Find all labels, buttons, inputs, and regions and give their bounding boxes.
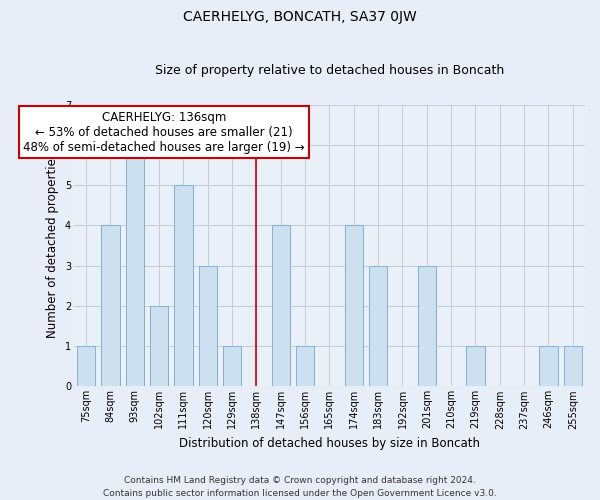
Bar [199,266,217,386]
Title: Size of property relative to detached houses in Boncath: Size of property relative to detached ho… [155,64,504,77]
Bar [344,226,363,386]
Bar [296,346,314,387]
X-axis label: Distribution of detached houses by size in Boncath: Distribution of detached houses by size … [179,437,480,450]
Text: CAERHELYG, BONCATH, SA37 0JW: CAERHELYG, BONCATH, SA37 0JW [183,10,417,24]
Bar [174,185,193,386]
Y-axis label: Number of detached properties: Number of detached properties [46,152,59,338]
Text: Contains HM Land Registry data © Crown copyright and database right 2024.
Contai: Contains HM Land Registry data © Crown c… [103,476,497,498]
Text: CAERHELYG: 136sqm
← 53% of detached houses are smaller (21)
48% of semi-detached: CAERHELYG: 136sqm ← 53% of detached hous… [23,110,305,154]
Bar [77,346,95,387]
Bar [125,145,144,386]
Bar [539,346,557,387]
Bar [150,306,168,386]
Bar [223,346,241,387]
Bar [369,266,387,386]
Bar [101,226,119,386]
Bar [272,226,290,386]
Bar [466,346,485,387]
Bar [564,346,582,387]
Bar [418,266,436,386]
